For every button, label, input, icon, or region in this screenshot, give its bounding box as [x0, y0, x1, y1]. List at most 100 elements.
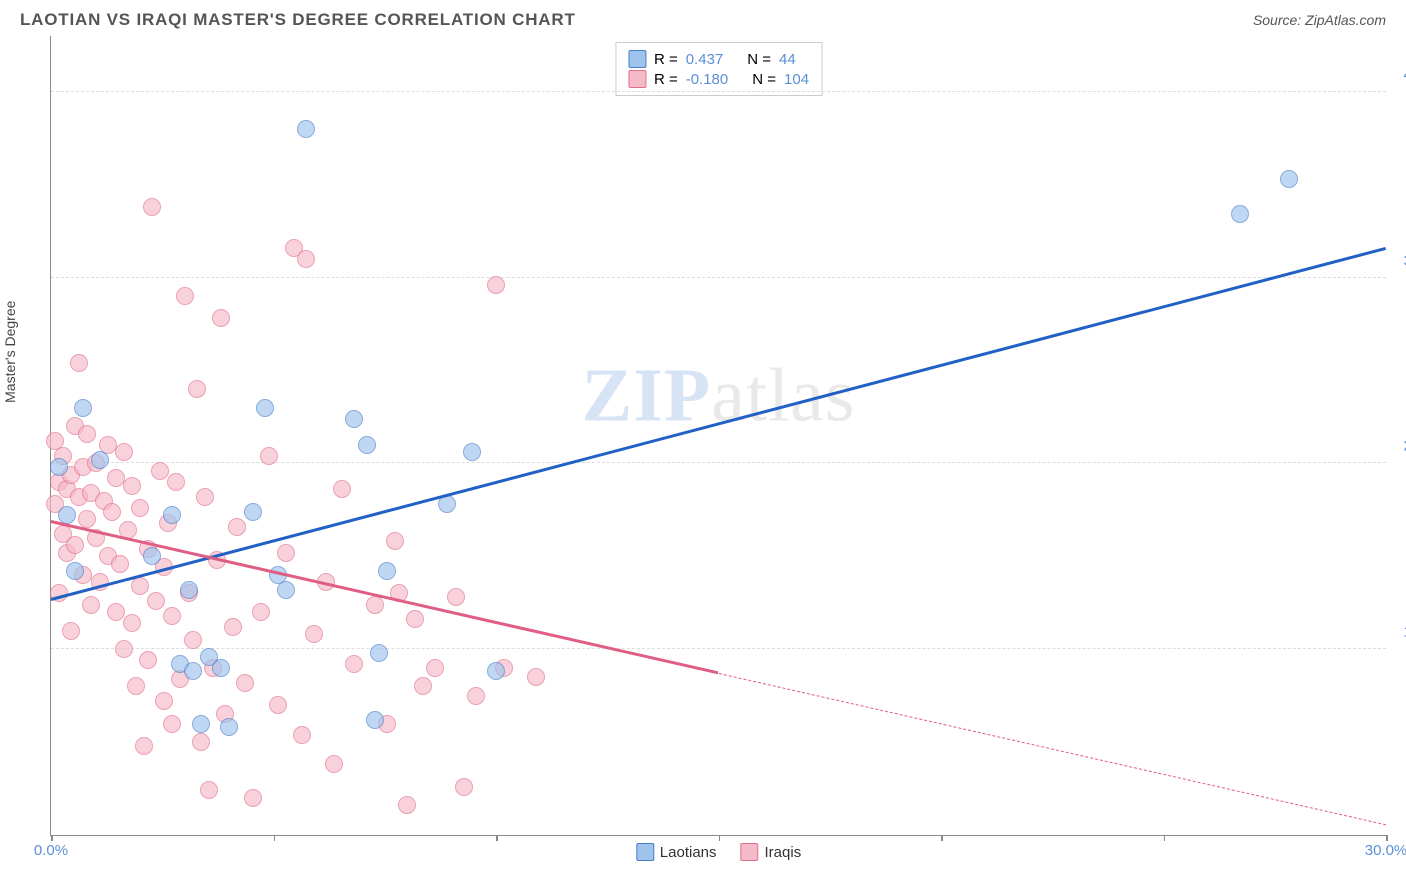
data-point [1280, 170, 1298, 188]
data-point [1231, 205, 1249, 223]
data-point [236, 674, 254, 692]
data-point [252, 603, 270, 621]
gridline [51, 91, 1386, 92]
data-point [180, 581, 198, 599]
data-point [345, 410, 363, 428]
data-point [192, 715, 210, 733]
data-point [220, 718, 238, 736]
data-point [325, 755, 343, 773]
data-point [297, 250, 315, 268]
swatch-iraqis-icon [741, 843, 759, 861]
x-tick [51, 835, 53, 841]
legend-item-laotians: Laotians [636, 843, 717, 861]
data-point [123, 614, 141, 632]
data-point [277, 581, 295, 599]
data-point [426, 659, 444, 677]
data-point [228, 518, 246, 536]
gridline [51, 648, 1386, 649]
data-point [127, 677, 145, 695]
data-point [82, 596, 100, 614]
data-point [62, 622, 80, 640]
trend-line-dashed [718, 673, 1386, 825]
data-point [386, 532, 404, 550]
data-point [467, 687, 485, 705]
data-point [192, 733, 210, 751]
data-point [305, 625, 323, 643]
n-value-laotians: 44 [779, 51, 796, 68]
data-point [414, 677, 432, 695]
x-tick [274, 835, 276, 841]
data-point [115, 640, 133, 658]
legend-label-iraqis: Iraqis [765, 844, 802, 861]
data-point [143, 547, 161, 565]
data-point [184, 662, 202, 680]
data-point [139, 651, 157, 669]
data-point [398, 796, 416, 814]
x-tick [1386, 835, 1388, 841]
data-point [70, 354, 88, 372]
data-point [111, 555, 129, 573]
data-point [212, 659, 230, 677]
y-tick-label: 10.0% [1391, 624, 1406, 641]
data-point [115, 443, 133, 461]
data-point [66, 562, 84, 580]
x-tick-label: 0.0% [34, 842, 68, 859]
data-point [200, 781, 218, 799]
data-point [74, 399, 92, 417]
gridline [51, 462, 1386, 463]
watermark: ZIPatlas [582, 352, 856, 439]
data-point [143, 198, 161, 216]
swatch-iraqis [628, 70, 646, 88]
data-point [196, 488, 214, 506]
data-point [66, 536, 84, 554]
data-point [176, 287, 194, 305]
data-point [345, 655, 363, 673]
n-value-iraqis: 104 [784, 71, 809, 88]
data-point [297, 120, 315, 138]
trend-line [51, 247, 1387, 601]
data-point [151, 462, 169, 480]
series-legend: Laotians Iraqis [636, 843, 801, 861]
data-point [163, 607, 181, 625]
data-point [527, 668, 545, 686]
scatter-chart: ZIPatlas R = 0.437 N = 44 R = -0.180 N =… [50, 36, 1386, 836]
x-tick-label: 30.0% [1365, 842, 1406, 859]
chart-title: LAOTIAN VS IRAQI MASTER'S DEGREE CORRELA… [20, 10, 576, 30]
data-point [184, 631, 202, 649]
data-point [167, 473, 185, 491]
r-value-iraqis: -0.180 [686, 71, 729, 88]
r-label: R = [654, 71, 678, 88]
data-point [366, 711, 384, 729]
n-label: N = [752, 71, 776, 88]
data-point [78, 510, 96, 528]
data-point [135, 737, 153, 755]
legend-row-iraqis: R = -0.180 N = 104 [628, 70, 809, 88]
y-axis-label: Master's Degree [2, 301, 18, 403]
data-point [163, 715, 181, 733]
data-point [358, 436, 376, 454]
data-point [131, 499, 149, 517]
legend-row-laotians: R = 0.437 N = 44 [628, 50, 809, 68]
y-tick-label: 20.0% [1391, 438, 1406, 455]
data-point [366, 596, 384, 614]
data-point [163, 506, 181, 524]
data-point [487, 662, 505, 680]
data-point [463, 443, 481, 461]
data-point [256, 399, 274, 417]
gridline [51, 277, 1386, 278]
correlation-legend: R = 0.437 N = 44 R = -0.180 N = 104 [615, 42, 822, 96]
x-tick [1164, 835, 1166, 841]
source-label: Source: ZipAtlas.com [1253, 12, 1386, 28]
data-point [212, 309, 230, 327]
data-point [50, 458, 68, 476]
data-point [91, 451, 109, 469]
data-point [244, 503, 262, 521]
data-point [293, 726, 311, 744]
watermark-bold: ZIP [582, 353, 712, 437]
data-point [78, 425, 96, 443]
data-point [406, 610, 424, 628]
x-tick [719, 835, 721, 841]
r-value-laotians: 0.437 [686, 51, 724, 68]
data-point [277, 544, 295, 562]
swatch-laotians [628, 50, 646, 68]
